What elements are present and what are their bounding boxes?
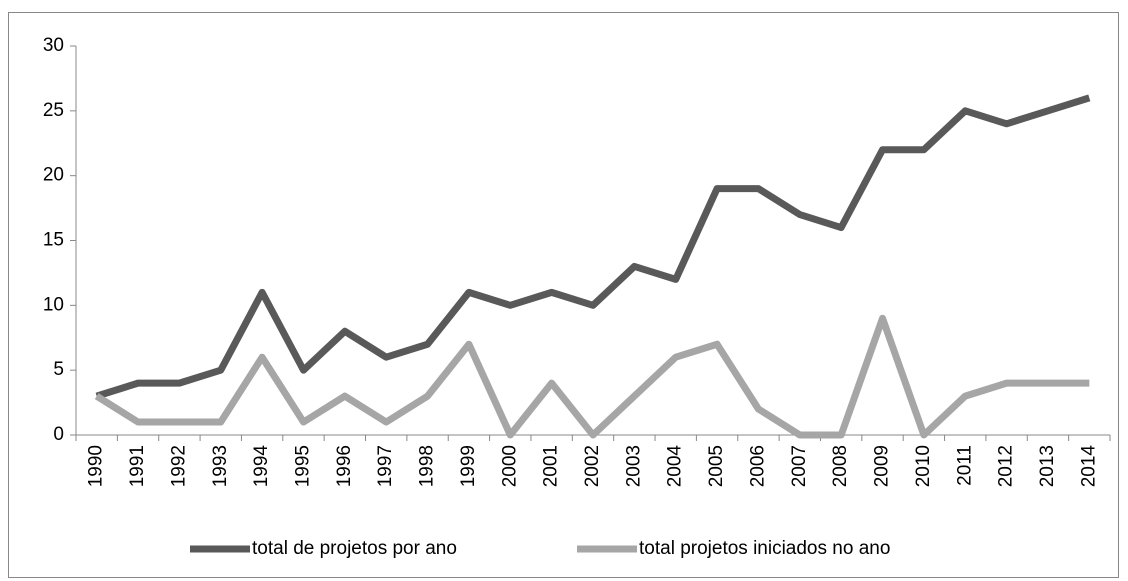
x-tick-label: 1994 [251,445,272,488]
x-tick-label: 1999 [458,445,479,487]
x-tick-label: 1991 [127,445,148,487]
y-tick-label: 0 [53,424,64,445]
x-tick-label: 2006 [747,445,768,487]
series-line [94,314,1090,439]
x-tick-label: 2008 [830,445,851,487]
x-tick-label: 1996 [334,445,355,487]
x-tick-label: 1998 [417,445,438,487]
series-line [95,94,1091,400]
y-tick-label: 15 [43,230,64,251]
y-tick-label: 20 [43,165,64,186]
x-tick-label: 2012 [996,445,1017,487]
x-tick-label: 1997 [375,445,396,487]
y-tick-label: 5 [53,359,64,380]
x-tick-label: 1995 [292,445,313,487]
x-tick-label: 2014 [1078,445,1099,488]
x-tick-label: 2004 [665,445,686,488]
y-tick-label: 30 [43,35,64,56]
x-tick-label: 2010 [913,445,934,487]
y-tick-label: 10 [43,294,64,315]
x-tick-label: 2001 [541,445,562,487]
legend-label: total de projetos por ano [252,538,457,559]
x-tick-label: 2011 [954,445,975,486]
x-tick-label: 2002 [582,445,603,487]
x-tick-label: 2007 [789,445,810,487]
x-tick-label: 2003 [623,445,644,487]
x-tick-label: 2005 [706,445,727,487]
x-tick-label: 2009 [872,445,893,487]
x-tick-label: 1993 [210,445,231,487]
x-tick-label: 2000 [499,445,520,487]
x-tick-label: 1992 [168,445,189,487]
legend-label: total projetos iniciados no ano [639,538,890,559]
x-tick-label: 1990 [86,445,107,487]
x-tick-label: 2013 [1037,445,1058,487]
y-tick-label: 25 [43,100,64,121]
